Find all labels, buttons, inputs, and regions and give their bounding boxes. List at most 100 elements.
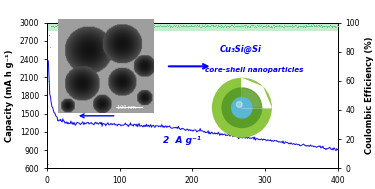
Text: core-shell nanoparticles: core-shell nanoparticles bbox=[205, 67, 304, 73]
Point bbox=[124, 25, 130, 28]
Point bbox=[332, 24, 338, 27]
Point bbox=[201, 24, 207, 27]
Point bbox=[125, 24, 131, 27]
Point bbox=[45, 162, 51, 165]
Text: 2  A g⁻¹: 2 A g⁻¹ bbox=[163, 136, 201, 146]
Point bbox=[200, 24, 206, 27]
Point bbox=[304, 25, 310, 28]
Point bbox=[153, 24, 159, 27]
Point bbox=[96, 25, 102, 28]
Point bbox=[196, 25, 202, 28]
Point bbox=[213, 24, 219, 27]
Point bbox=[117, 25, 123, 28]
Point bbox=[205, 24, 211, 27]
Point bbox=[210, 25, 216, 28]
Point bbox=[270, 23, 276, 26]
Point bbox=[228, 23, 234, 26]
Point bbox=[310, 24, 316, 27]
Point bbox=[247, 25, 253, 28]
Point bbox=[135, 25, 141, 28]
Point bbox=[138, 25, 144, 28]
Point bbox=[214, 23, 220, 26]
Point bbox=[232, 24, 238, 27]
Point bbox=[109, 25, 115, 28]
Point bbox=[265, 25, 271, 28]
Point bbox=[69, 26, 75, 29]
Point bbox=[148, 24, 154, 27]
Point bbox=[122, 24, 128, 27]
Point bbox=[250, 24, 256, 27]
Point bbox=[86, 25, 92, 28]
Point bbox=[88, 25, 94, 28]
Point bbox=[190, 25, 196, 28]
Point bbox=[151, 23, 157, 26]
Point bbox=[300, 25, 306, 28]
Point bbox=[185, 24, 191, 27]
Point bbox=[53, 24, 59, 27]
Point bbox=[93, 24, 99, 27]
Point bbox=[52, 24, 58, 27]
Point bbox=[314, 25, 320, 28]
Point bbox=[204, 24, 210, 27]
Point bbox=[295, 25, 301, 28]
Point bbox=[296, 24, 302, 27]
Point bbox=[279, 24, 285, 27]
Point bbox=[217, 25, 223, 28]
Point bbox=[116, 24, 122, 27]
Point bbox=[95, 24, 101, 27]
Point bbox=[51, 25, 57, 28]
Point bbox=[69, 25, 75, 28]
Point bbox=[106, 25, 112, 28]
Point bbox=[290, 24, 296, 27]
Point bbox=[212, 24, 218, 27]
Point bbox=[132, 24, 138, 27]
Point bbox=[252, 25, 258, 28]
Point bbox=[113, 23, 119, 26]
Point bbox=[91, 24, 97, 27]
Point bbox=[263, 24, 269, 27]
Point bbox=[176, 24, 181, 27]
Point bbox=[274, 24, 280, 27]
Point bbox=[139, 24, 145, 27]
Point bbox=[77, 26, 83, 29]
Point bbox=[136, 24, 142, 27]
Point bbox=[165, 25, 171, 28]
Point bbox=[256, 24, 262, 27]
Point bbox=[214, 25, 220, 28]
Point bbox=[112, 24, 118, 27]
Point bbox=[285, 25, 291, 28]
Point bbox=[50, 24, 56, 27]
Point bbox=[294, 26, 300, 29]
Point bbox=[226, 24, 232, 27]
Point bbox=[311, 24, 317, 27]
Point bbox=[266, 24, 272, 27]
Point bbox=[244, 26, 250, 29]
Point bbox=[303, 25, 309, 28]
Point bbox=[65, 24, 71, 27]
Point bbox=[320, 25, 326, 28]
Point bbox=[170, 25, 176, 28]
Point bbox=[212, 24, 218, 27]
Point bbox=[330, 24, 336, 27]
Point bbox=[183, 25, 189, 28]
Point bbox=[321, 25, 327, 28]
Point bbox=[231, 25, 237, 28]
Point bbox=[76, 24, 82, 27]
Point bbox=[222, 23, 228, 26]
Point bbox=[228, 24, 234, 27]
Point bbox=[207, 25, 213, 28]
Point bbox=[130, 25, 136, 28]
Circle shape bbox=[213, 78, 271, 137]
Point bbox=[243, 24, 249, 27]
Point bbox=[240, 25, 246, 28]
Point bbox=[179, 24, 185, 27]
Point bbox=[215, 24, 221, 27]
Point bbox=[255, 25, 261, 28]
Point bbox=[54, 24, 60, 27]
Point bbox=[146, 25, 152, 28]
Point bbox=[146, 25, 152, 28]
Point bbox=[166, 25, 172, 28]
Point bbox=[45, 79, 51, 82]
Point bbox=[233, 24, 239, 27]
Point bbox=[103, 24, 109, 27]
